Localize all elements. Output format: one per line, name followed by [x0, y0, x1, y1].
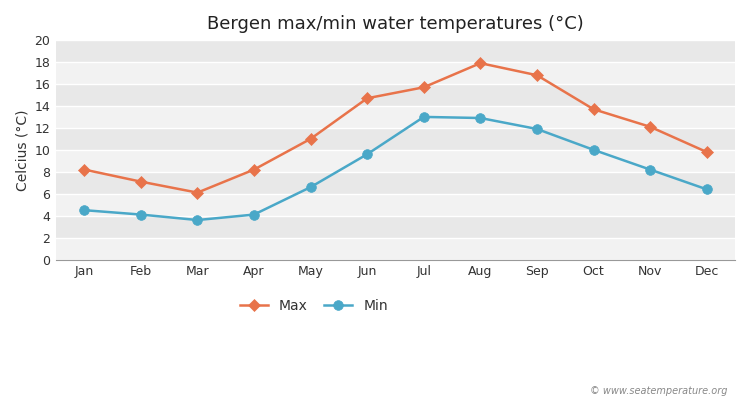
Max — [363, 96, 372, 101]
Bar — [56, 62, 735, 84]
Min — [476, 116, 484, 120]
Bar — [56, 238, 735, 260]
Max — [250, 167, 259, 172]
Max — [306, 136, 315, 141]
Min — [363, 152, 372, 157]
Min — [589, 148, 598, 152]
Min — [419, 114, 428, 119]
Max — [589, 107, 598, 112]
Bar — [56, 84, 735, 106]
Line: Max: Max — [80, 59, 711, 197]
Legend: Max, Min: Max, Min — [235, 293, 394, 318]
Text: © www.seatemperature.org: © www.seatemperature.org — [590, 386, 728, 396]
Min — [250, 212, 259, 217]
Max — [419, 85, 428, 90]
Max — [136, 179, 146, 184]
Max — [80, 167, 88, 172]
Max — [193, 190, 202, 195]
Bar — [56, 150, 735, 172]
Bar — [56, 172, 735, 194]
Min — [193, 218, 202, 222]
Y-axis label: Celcius (°C): Celcius (°C) — [15, 109, 29, 190]
Max — [702, 150, 711, 154]
Max — [532, 73, 542, 78]
Min — [532, 126, 542, 131]
Max — [646, 124, 655, 129]
Min — [80, 208, 88, 212]
Bar — [56, 40, 735, 62]
Bar — [56, 194, 735, 216]
Min — [702, 187, 711, 192]
Line: Min: Min — [80, 112, 712, 225]
Min — [646, 167, 655, 172]
Min — [136, 212, 146, 217]
Min — [306, 185, 315, 190]
Bar — [56, 216, 735, 238]
Max — [476, 61, 484, 66]
Bar — [56, 128, 735, 150]
Title: Bergen max/min water temperatures (°C): Bergen max/min water temperatures (°C) — [207, 15, 584, 33]
Bar — [56, 106, 735, 128]
